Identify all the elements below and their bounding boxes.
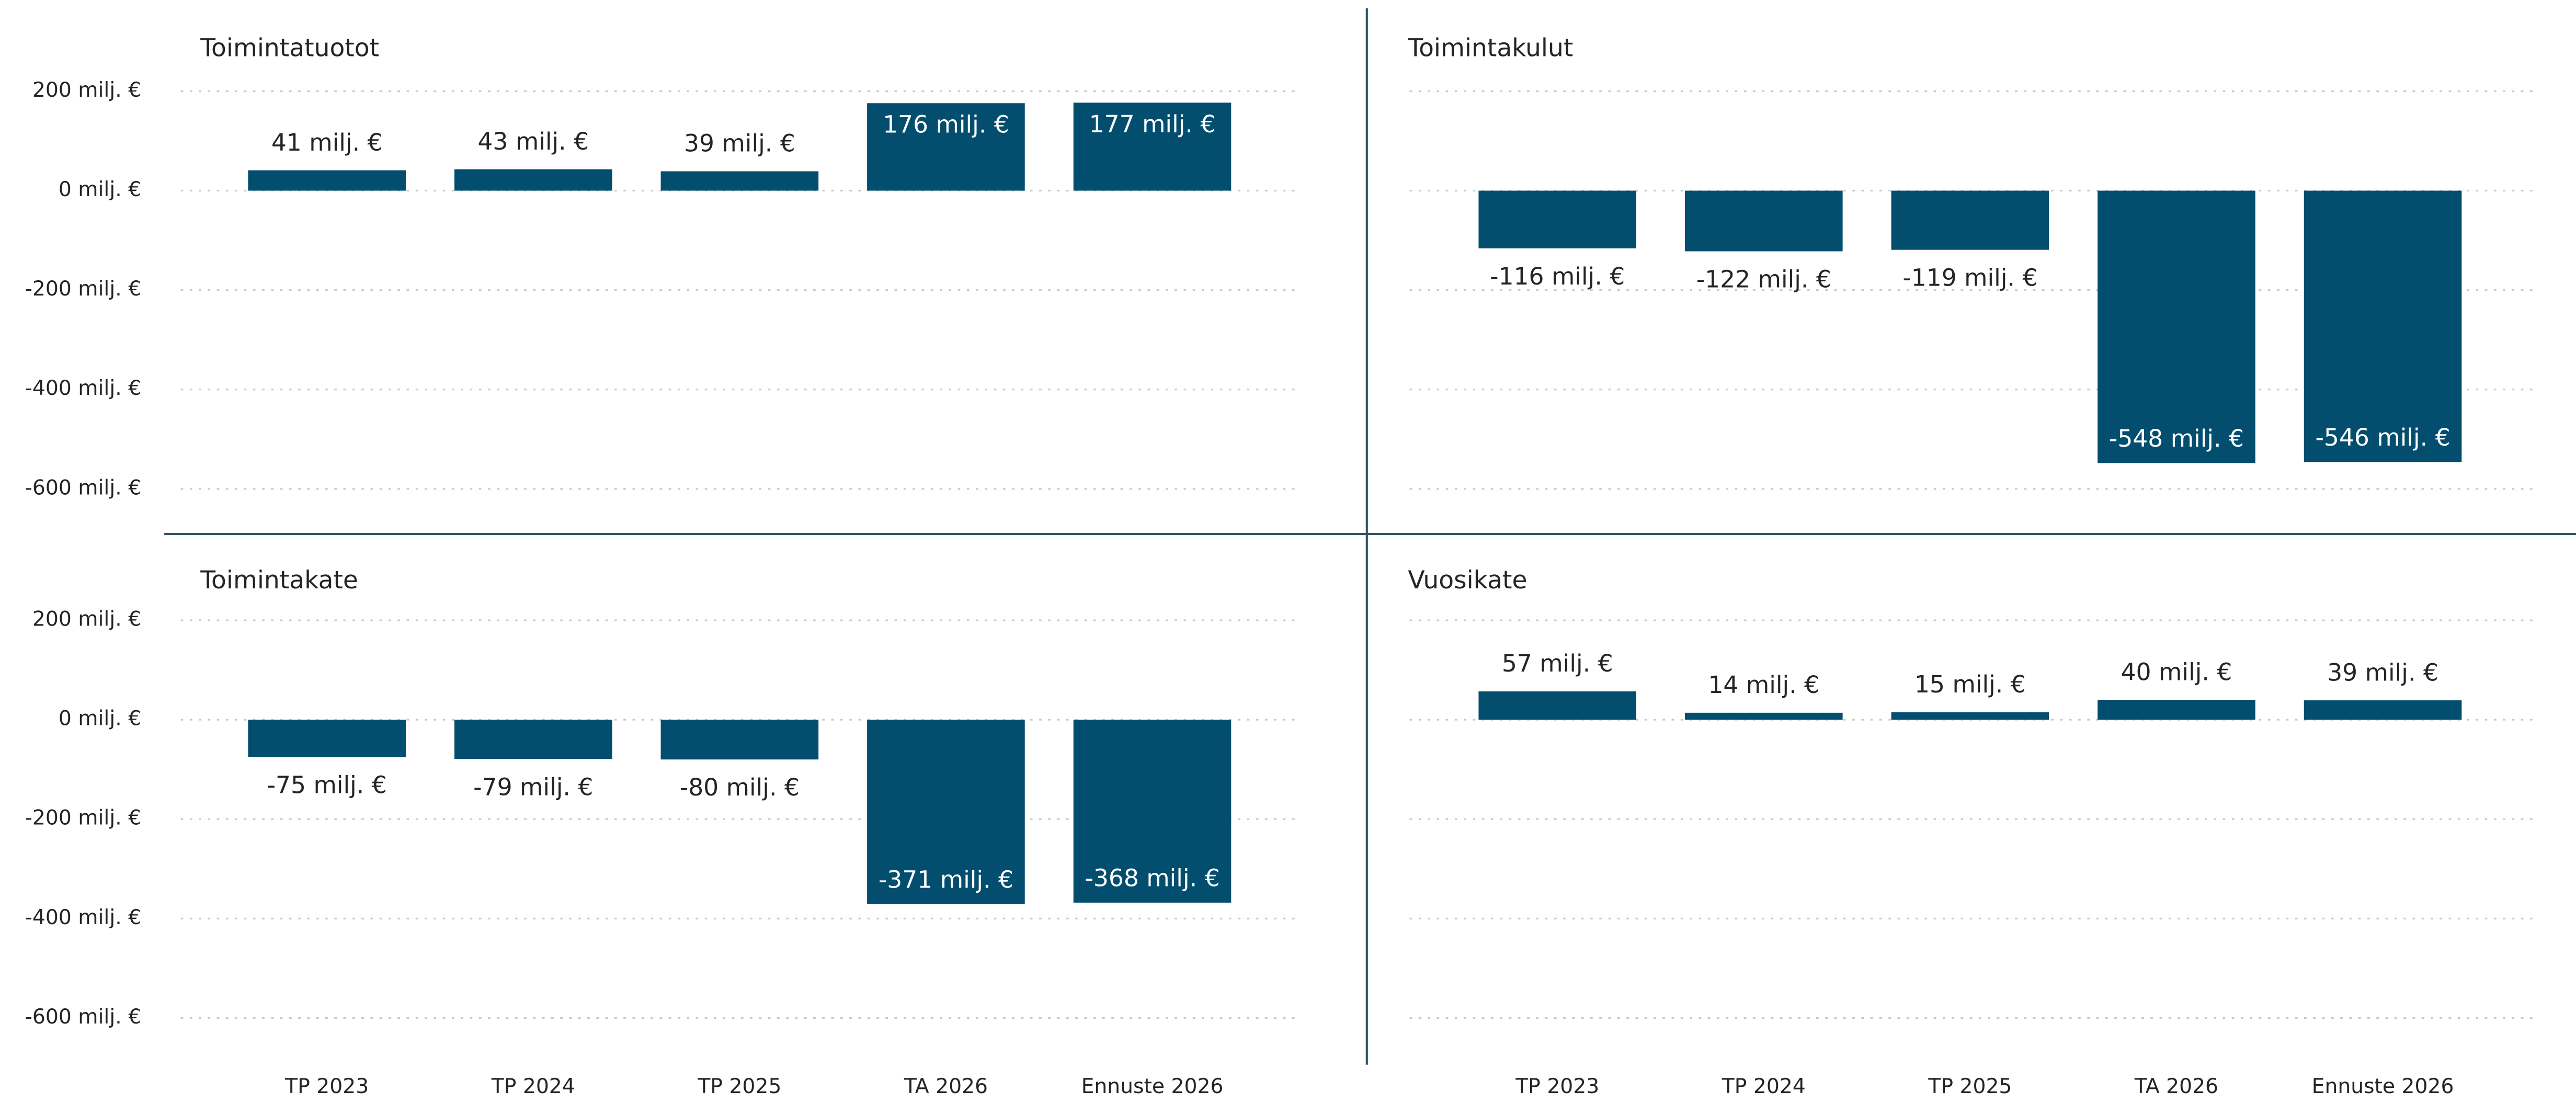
bar <box>1685 712 1843 720</box>
bar <box>867 720 1025 904</box>
bar <box>1685 190 1843 252</box>
y-tick-label: -400 milj. € <box>25 377 141 400</box>
value-label: -546 milj. € <box>2315 424 2450 451</box>
y-tick-label: 200 milj. € <box>32 608 141 631</box>
bar <box>660 720 819 760</box>
value-label: -371 milj. € <box>879 866 1013 893</box>
value-label: -548 milj. € <box>2109 425 2244 452</box>
bar <box>1891 712 2049 720</box>
value-label: -119 milj. € <box>1902 264 2037 292</box>
bar <box>454 720 612 759</box>
chart-title: Toimintakulut <box>1407 33 1573 62</box>
value-label: -116 milj. € <box>1490 263 1625 290</box>
bar <box>1891 190 2049 250</box>
value-label: 176 milj. € <box>883 111 1009 139</box>
value-label: 15 milj. € <box>1914 670 2026 698</box>
chart-title: Toimintakate <box>200 566 358 595</box>
bar <box>867 103 1025 191</box>
value-label: 14 milj. € <box>1708 671 1819 699</box>
value-label: -80 milj. € <box>680 774 800 801</box>
y-tick-label: -400 milj. € <box>25 906 141 929</box>
value-label: -368 milj. € <box>1085 864 1219 892</box>
bar <box>660 171 819 191</box>
x-tick-label: TP 2025 <box>1928 1075 2012 1098</box>
x-tick-label: Ennuste 2026 <box>1081 1075 1224 1098</box>
y-tick-label: -200 milj. € <box>25 277 141 301</box>
bar <box>1073 103 1232 191</box>
x-tick-label: TP 2023 <box>1515 1075 1599 1098</box>
value-label: 41 milj. € <box>271 129 383 156</box>
value-label: 40 milj. € <box>2121 658 2232 686</box>
x-tick-label: TA 2026 <box>904 1075 988 1098</box>
y-tick-label: -600 milj. € <box>25 476 141 499</box>
chart-title: Vuosikate <box>1408 566 1527 595</box>
bar <box>2098 190 2255 463</box>
bar <box>454 169 612 191</box>
value-label: 43 milj. € <box>477 128 589 155</box>
x-tick-label: TP 2023 <box>284 1075 369 1098</box>
bar <box>248 170 406 191</box>
x-tick-label: TP 2025 <box>697 1075 781 1098</box>
y-tick-label: 0 milj. € <box>59 707 141 731</box>
bar <box>248 720 406 757</box>
y-tick-label: -600 milj. € <box>25 1005 141 1029</box>
x-tick-label: TP 2024 <box>491 1075 575 1098</box>
bar <box>1478 691 1637 720</box>
bar <box>2304 700 2462 720</box>
y-tick-label: 200 milj. € <box>32 78 141 102</box>
bar <box>1073 720 1232 903</box>
bar <box>1478 190 1637 248</box>
value-label: 39 milj. € <box>684 130 795 157</box>
y-tick-label: 0 milj. € <box>59 178 141 201</box>
bar <box>2098 700 2255 720</box>
y-tick-label: -200 milj. € <box>25 806 141 830</box>
x-tick-label: TP 2024 <box>1722 1075 1806 1098</box>
bar <box>2304 190 2462 462</box>
value-label: -75 milj. € <box>267 771 387 799</box>
value-label: 177 milj. € <box>1089 110 1216 138</box>
chart-title: Toimintatuotot <box>200 33 379 62</box>
value-label: -122 milj. € <box>1696 266 1831 293</box>
x-tick-label: TA 2026 <box>2134 1075 2218 1098</box>
value-label: -79 milj. € <box>473 773 593 801</box>
x-tick-label: Ennuste 2026 <box>2312 1075 2454 1098</box>
value-label: 57 milj. € <box>1502 650 1613 677</box>
value-label: 39 milj. € <box>2327 658 2438 686</box>
